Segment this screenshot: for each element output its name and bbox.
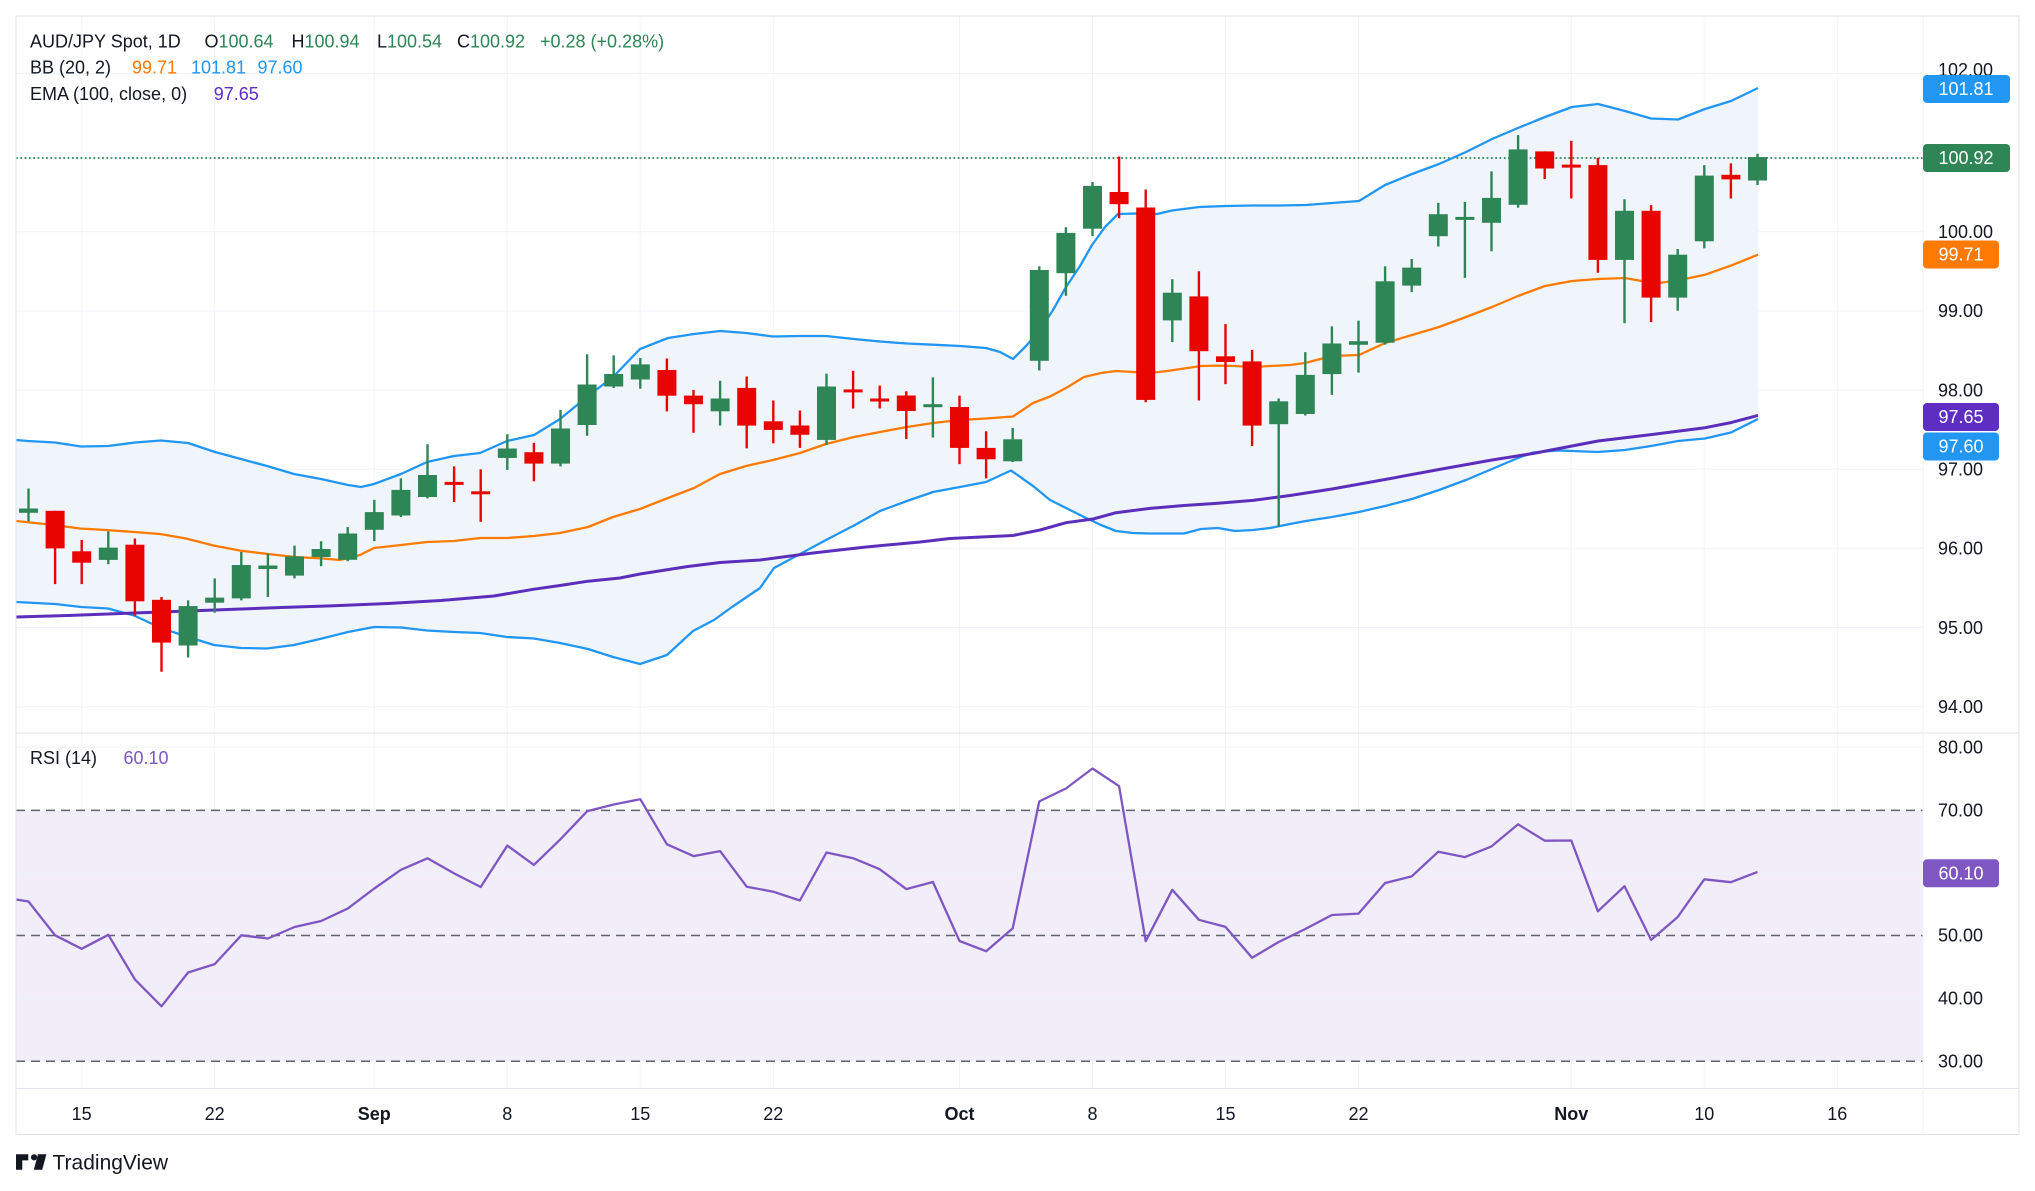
svg-text:96.00: 96.00 [1938,539,1983,559]
svg-text:97.60: 97.60 [1939,437,1984,457]
svg-text:98.00: 98.00 [1938,380,1983,400]
svg-text:30.00: 30.00 [1938,1052,1983,1072]
svg-text:Nov: Nov [1554,1104,1588,1124]
svg-text:97.65: 97.65 [1939,407,1984,427]
svg-text:TradingView: TradingView [53,1152,169,1175]
svg-text:70.00: 70.00 [1938,801,1983,821]
svg-text:15: 15 [630,1104,650,1124]
svg-text:Sep: Sep [358,1104,391,1124]
svg-text:97.00: 97.00 [1938,459,1983,479]
svg-text:100.92: 100.92 [1939,148,1994,168]
svg-text:99.00: 99.00 [1938,301,1983,321]
svg-text:16: 16 [1827,1104,1847,1124]
svg-text:95.00: 95.00 [1938,618,1983,638]
svg-text:100.00: 100.00 [1938,222,1993,242]
svg-text:10: 10 [1694,1104,1714,1124]
svg-text:Oct: Oct [944,1104,974,1124]
svg-text:15: 15 [72,1104,92,1124]
svg-text:8: 8 [502,1104,512,1124]
svg-text:EMA (100, close, 0)97.65: EMA (100, close, 0) 97.65 [30,84,259,104]
svg-text:8: 8 [1087,1104,1097,1124]
svg-text:94.00: 94.00 [1938,697,1983,717]
svg-text:50.00: 50.00 [1938,926,1983,946]
svg-text:80.00: 80.00 [1938,738,1983,758]
svg-text:40.00: 40.00 [1938,989,1983,1009]
svg-text:22: 22 [205,1104,225,1124]
svg-text:99.71: 99.71 [1939,245,1984,265]
svg-text:15: 15 [1215,1104,1235,1124]
svg-text:RSI (14)60.10: RSI (14) 60.10 [30,748,169,768]
svg-text:60.10: 60.10 [1939,864,1984,884]
svg-text:22: 22 [1348,1104,1368,1124]
svg-text:22: 22 [763,1104,783,1124]
svg-text:101.81: 101.81 [1939,79,1994,99]
